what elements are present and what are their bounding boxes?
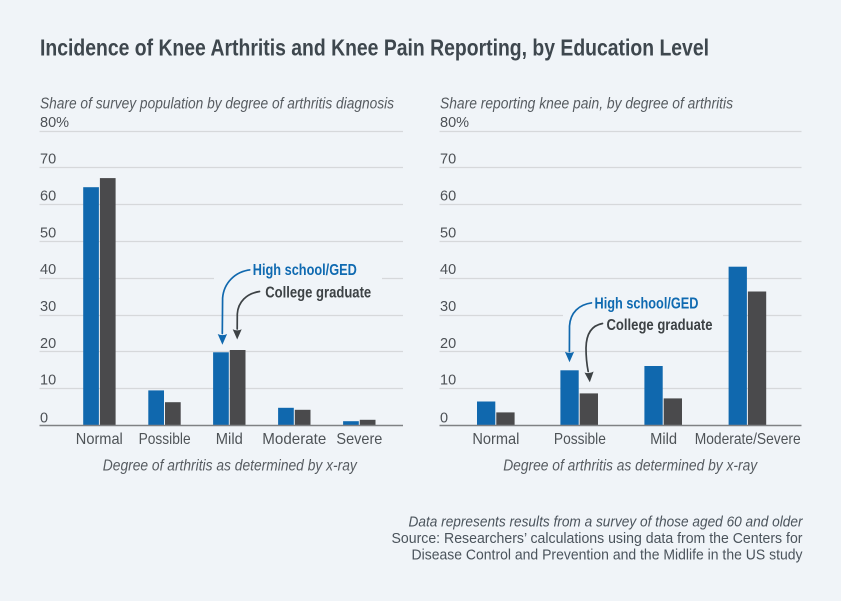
svg-text:Normal: Normal bbox=[76, 431, 123, 448]
svg-text:Mild: Mild bbox=[216, 431, 243, 448]
svg-text:80%: 80% bbox=[40, 115, 69, 131]
svg-text:80%: 80% bbox=[440, 115, 469, 131]
svg-text:Moderate/Severe: Moderate/Severe bbox=[695, 431, 801, 448]
svg-text:Source: Researchers’ calculati: Source: Researchers’ calculations using … bbox=[392, 531, 803, 547]
svg-text:Possible: Possible bbox=[554, 431, 606, 448]
svg-text:Normal: Normal bbox=[472, 431, 519, 448]
svg-text:70: 70 bbox=[440, 152, 456, 168]
svg-text:High school/GED: High school/GED bbox=[253, 262, 357, 279]
svg-text:50: 50 bbox=[440, 225, 456, 241]
svg-text:Disease Control and Prevention: Disease Control and Prevention and the M… bbox=[412, 547, 804, 563]
svg-text:20: 20 bbox=[40, 336, 56, 352]
svg-text:10: 10 bbox=[40, 373, 56, 389]
svg-text:Degree of arthritis as determi: Degree of arthritis as determined by x-r… bbox=[503, 457, 758, 474]
svg-text:High school/GED: High school/GED bbox=[595, 295, 699, 312]
svg-text:Share of survey population by: Share of survey population by degree of … bbox=[40, 96, 394, 113]
svg-text:Possible: Possible bbox=[139, 431, 191, 448]
svg-text:Incidence of Knee Arthritis an: Incidence of Knee Arthritis and Knee Pai… bbox=[40, 34, 709, 60]
svg-text:30: 30 bbox=[40, 299, 56, 315]
svg-text:Mild: Mild bbox=[650, 431, 677, 448]
svg-text:60: 60 bbox=[40, 189, 56, 205]
svg-text:40: 40 bbox=[440, 262, 456, 278]
svg-text:Data represents results from a: Data represents results from a survey of… bbox=[409, 515, 804, 531]
svg-text:College graduate: College graduate bbox=[265, 284, 371, 301]
svg-text:College graduate: College graduate bbox=[607, 317, 713, 334]
svg-text:30: 30 bbox=[440, 299, 456, 315]
svg-text:Moderate: Moderate bbox=[262, 431, 326, 448]
svg-text:50: 50 bbox=[40, 225, 56, 241]
svg-text:10: 10 bbox=[440, 373, 456, 389]
svg-text:Degree of arthritis as determi: Degree of arthritis as determined by x-r… bbox=[103, 457, 358, 474]
svg-text:70: 70 bbox=[40, 152, 56, 168]
svg-text:60: 60 bbox=[440, 189, 456, 205]
svg-text:0: 0 bbox=[440, 410, 448, 426]
svg-text:Severe: Severe bbox=[336, 431, 382, 448]
svg-text:20: 20 bbox=[440, 336, 456, 352]
svg-text:40: 40 bbox=[40, 262, 56, 278]
svg-text:Share reporting knee pain, by: Share reporting knee pain, by degree of … bbox=[440, 96, 733, 113]
svg-text:0: 0 bbox=[40, 410, 48, 426]
